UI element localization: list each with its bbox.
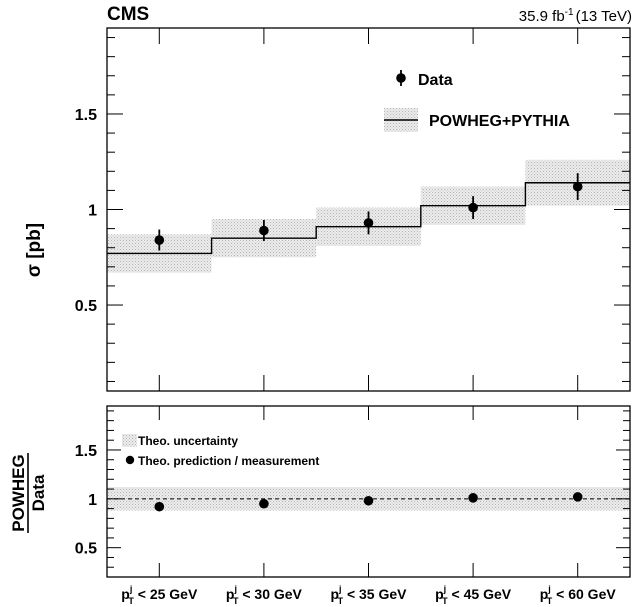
data-point <box>468 202 478 213</box>
ratio-y-tick-label: 0.5 <box>75 541 97 558</box>
ratio-legend: Theo. uncertainty Theo. prediction / mea… <box>122 434 319 468</box>
ratio-panel: 0.5 1 1.5 POWHEG Data Theo. uncertainty Th… <box>9 405 631 578</box>
x-tick-label: pj T < 35 GeV <box>330 584 407 606</box>
ratio-label-denominator: Data <box>29 474 48 511</box>
top-axis-ticks <box>107 28 630 391</box>
x-tick-label: pj T < 60 GeV <box>540 584 617 606</box>
ratio-axis-ticks <box>107 406 630 577</box>
ratio-point <box>468 493 478 503</box>
ratio-point <box>154 501 165 512</box>
y-axis-label: σ [pb] <box>24 223 45 277</box>
legend-band-swatch <box>122 434 137 447</box>
y-tick-label: 0.5 <box>75 298 97 315</box>
ratio-y-tick-label: 1.5 <box>75 443 97 460</box>
data-point <box>363 218 374 228</box>
x-tick-label: pj T < 30 GeV <box>226 584 303 606</box>
legend-data-marker <box>396 70 406 86</box>
x-tick-labels: pj T < 25 GeV pj T < 30 GeV pj T < 35 GeV pj T … <box>121 584 616 606</box>
lumi-exponent: -1 <box>565 7 574 18</box>
ratio-y-tick-label: 1 <box>88 492 97 509</box>
data-point <box>572 181 583 192</box>
ratio-points <box>154 492 583 512</box>
legend-band-label: Theo. uncertainty <box>138 434 238 448</box>
top-y-tick-labels: 0.5 1 1.5 <box>75 107 97 315</box>
legend-mc-label: POWHEG+PYTHIA <box>429 113 570 130</box>
ratio-point <box>259 498 269 509</box>
experiment-label: CMS <box>107 4 149 25</box>
ratio-point <box>572 492 583 502</box>
legend-data-label: Data <box>418 72 453 89</box>
energy-label: (13 TeV) <box>576 8 632 25</box>
data-point <box>259 225 269 236</box>
data-points <box>154 173 583 251</box>
legend-ratio-marker <box>125 455 135 465</box>
lumi-value: 35.9 fb <box>519 8 565 25</box>
x-tick-label: pj T < 45 GeV <box>435 584 512 606</box>
x-tick-label: pj T < 25 GeV <box>121 584 198 606</box>
y-tick-label: 1 <box>88 203 97 220</box>
luminosity-label: 35.9 fb-1 (13 TeV) <box>519 7 632 25</box>
top-panel: 0.5 1 1.5 σ [pb] Data POWHEG+PYTHIA <box>24 27 631 392</box>
ratio-y-axis-label: POWHEG Data <box>9 453 48 533</box>
y-tick-label: 1.5 <box>75 107 97 124</box>
ratio-y-tick-labels: 0.5 1 1.5 <box>75 443 97 558</box>
legend-mc-swatch <box>384 108 418 132</box>
ratio-point <box>363 495 374 506</box>
top-legend: Data POWHEG+PYTHIA <box>384 70 570 132</box>
data-point <box>154 235 165 245</box>
legend-ratio-label: Theo. prediction / measurement <box>138 454 319 468</box>
ratio-label-numerator: POWHEG <box>9 454 28 531</box>
